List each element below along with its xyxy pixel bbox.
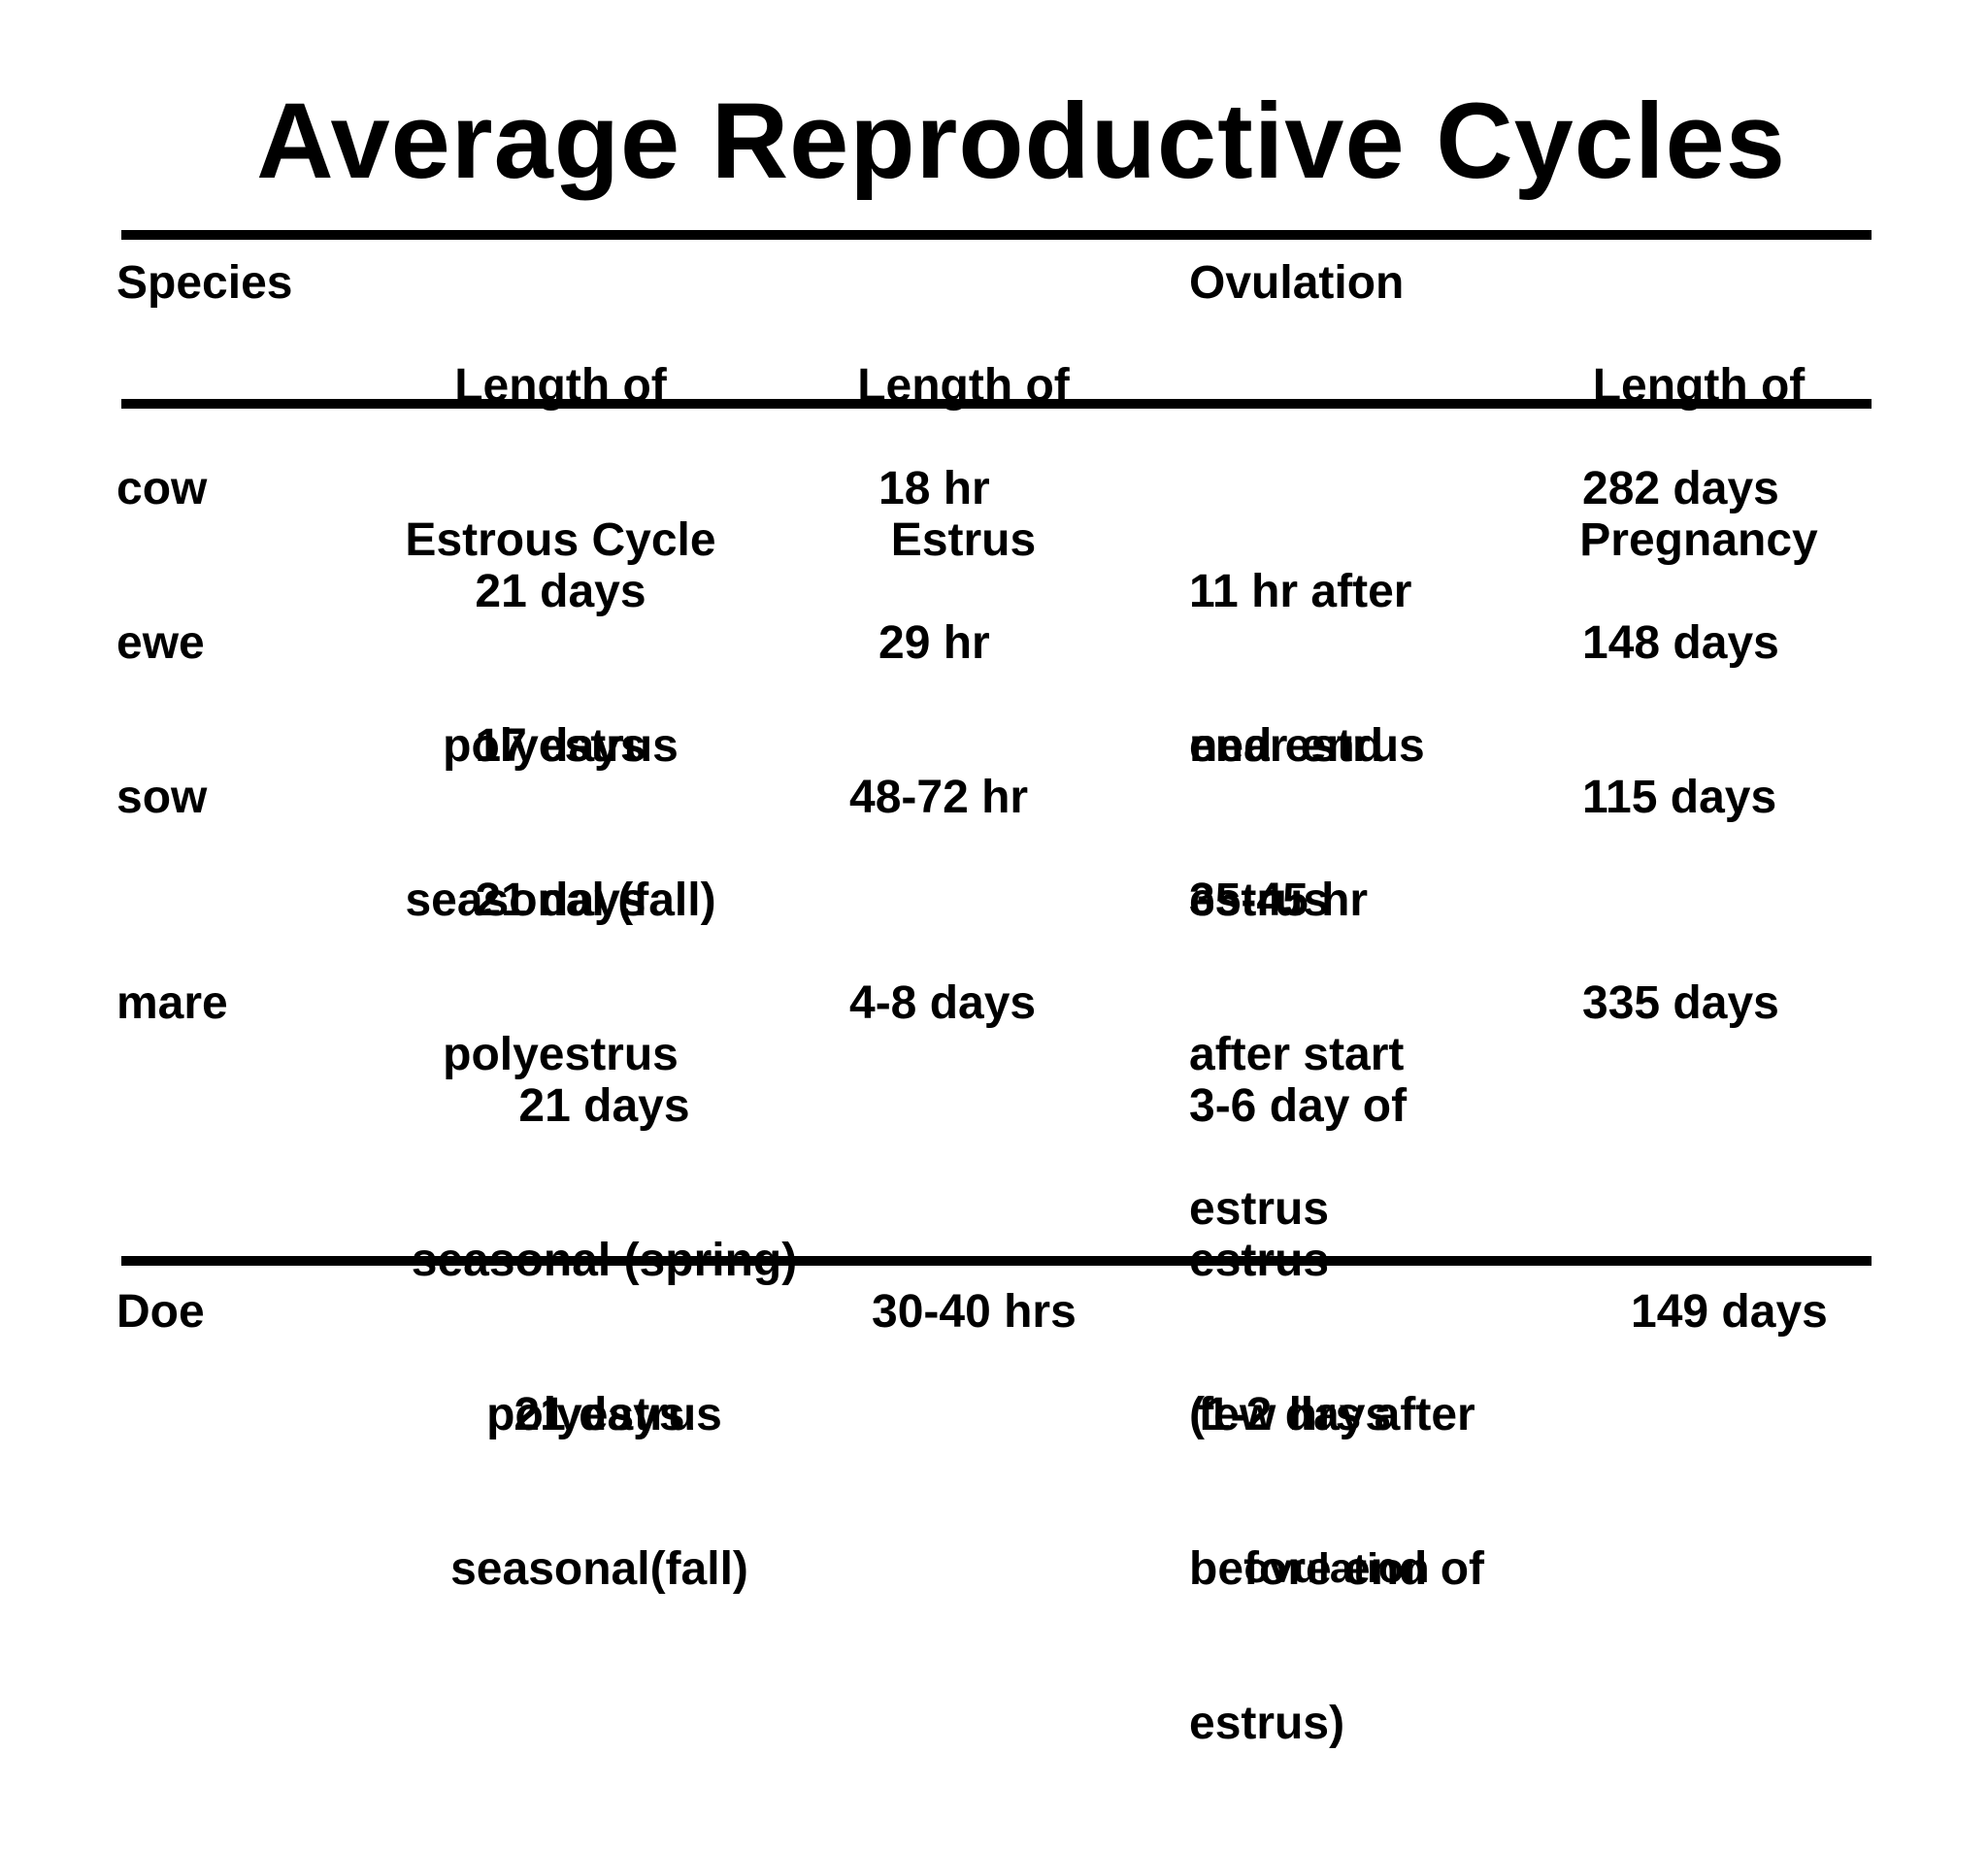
header-species: Species [116,257,293,309]
cell-estrus: 30-40 hrs [872,1286,1077,1338]
cell-line: few hrs after [1198,1389,1475,1440]
cell-line: after start [1189,1029,1405,1080]
cell-cycle: 21 days polyestrus [393,772,728,1183]
header-line: Estrus [890,514,1037,566]
header-line: Length of [1592,360,1806,412]
cell-line: 35-45 hr [1189,875,1369,926]
cell-line: estrus [1189,1183,1330,1235]
header-estrus: Length of Estrus [845,257,1082,669]
top-rule [121,230,1872,240]
cell-cycle: 21 days seasonal(fall) [427,1286,772,1698]
cell-pregnancy: 115 days [1582,772,1777,823]
cell-line: 21 days [475,875,646,926]
header-estrous-cycle: Length of Estrous Cycle [393,257,728,669]
cell-species: ewe [116,617,205,669]
cell-species: mare [116,977,228,1029]
footer-rule [121,1256,1872,1266]
header-line: Length of [857,360,1070,412]
cell-line: estrus [1189,875,1330,926]
cell-line: 3-6 day of [1189,1080,1408,1132]
cell-line: 17 days [475,720,646,772]
cell-estrus: 48-72 hr [849,772,1029,823]
cell-line: estrus) [1189,1698,1345,1749]
cell-line: end estrus [1189,720,1425,772]
cell-line: 21 days [514,1389,685,1440]
cell-line: ovulation [1243,1545,1430,1592]
cell-line: 21 days [518,1080,690,1132]
cell-cycle: 21 days seasonal (spring) polyestrus [393,977,815,1543]
cell-line: seasonal (spring) [411,1235,798,1286]
cell-line: estrus [1189,1235,1330,1286]
cell-pregnancy: 148 days [1582,617,1779,669]
cell-line: polyestrus [443,720,679,772]
header-line: Estrous Cycle [405,514,716,566]
cell-ovulation: 35-45 hr after start estrus [1189,772,1404,1338]
header-line: Pregnancy [1579,514,1818,566]
cell-species: Doe [116,1286,205,1338]
header-ovulation: Ovulation [1189,257,1405,309]
cell-pregnancy: 282 days [1582,463,1779,514]
cell-pregnancy: 149 days [1631,1286,1828,1338]
header-line: Length of [454,360,667,412]
cell-ovulation: near end estrus [1189,617,1383,1029]
cell-species: sow [116,772,208,823]
cell-line: (1-2 days [1189,1389,1392,1440]
cell-cycle: 21 days polyestrus [393,463,728,875]
cell-ovulation: 11 hr after end estrus [1189,463,1425,875]
cell-line: seasonal (fall) [405,875,716,926]
header-rule [121,399,1872,409]
cell-line: seasonal(fall) [450,1543,748,1595]
cell-cycle: 17 days seasonal (fall) [393,617,728,1029]
cell-line: polyestrus [443,1029,679,1080]
page-title: Average Reproductive Cycles [256,82,1786,201]
header-pregnancy: Length of Pregnancy [1573,257,1825,669]
cell-species: cow [116,463,208,514]
cell-line: near end [1189,720,1384,772]
cell-estrus: 18 hr [878,463,990,514]
cell-line: 11 hr after [1189,566,1412,617]
cell-estrus: 29 hr [878,617,990,669]
cell-line: polyestrus [486,1389,722,1440]
cell-line: 21 days [475,566,646,617]
cell-pregnancy: 335 days [1582,977,1779,1029]
cell-ovulation: few hrs after ovulation [1186,1286,1487,1698]
cell-estrus: 4-8 days [849,977,1037,1029]
